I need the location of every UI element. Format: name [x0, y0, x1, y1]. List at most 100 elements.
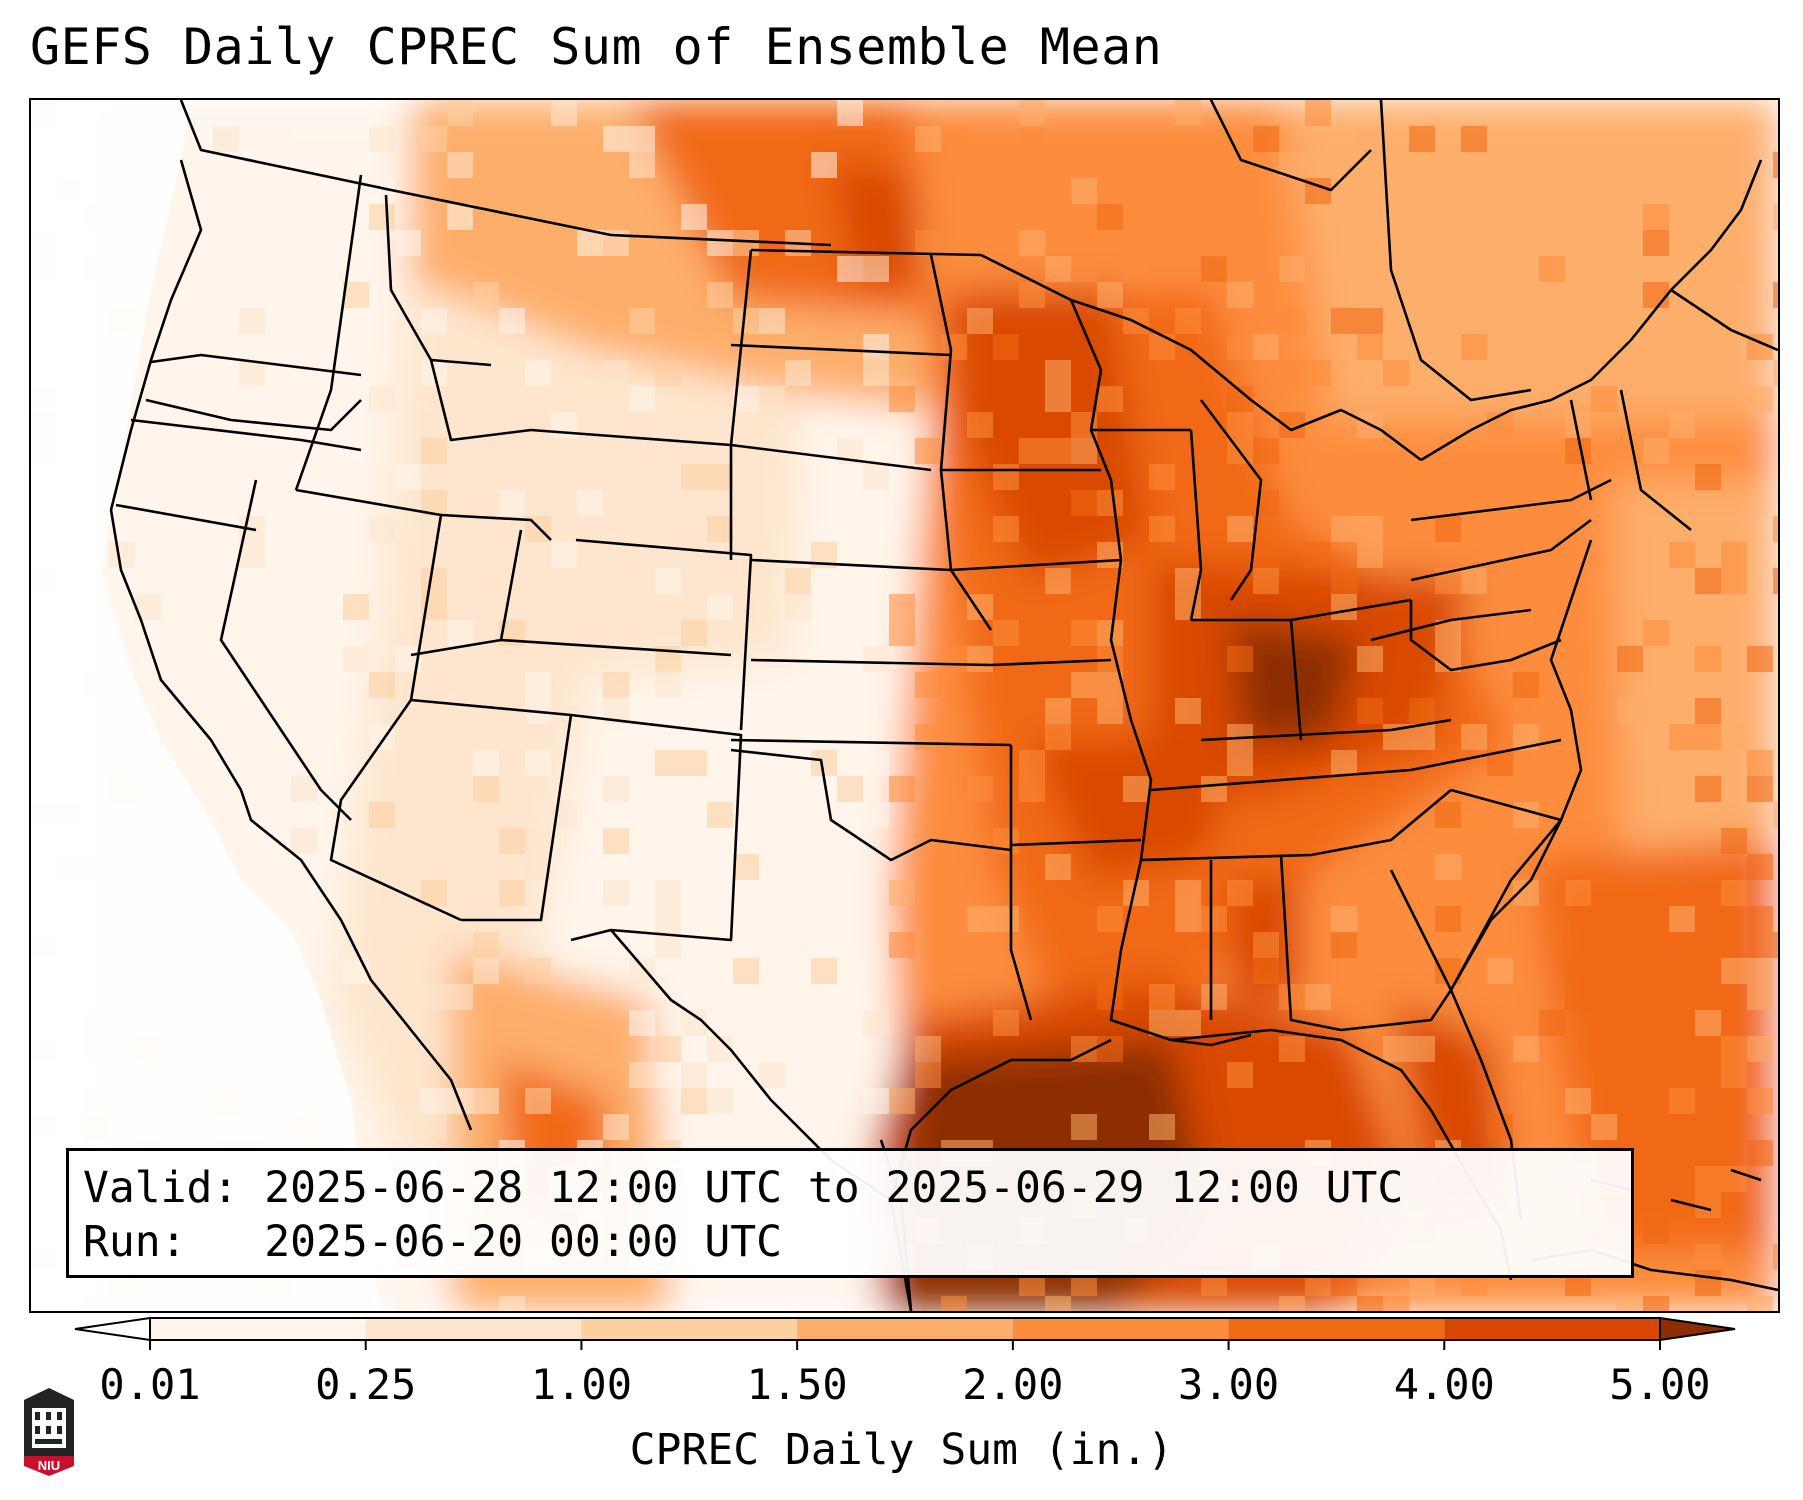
grid-cell — [1539, 1010, 1565, 1036]
grid-cell — [369, 386, 395, 412]
grid-cell — [681, 464, 707, 490]
grid-cell — [1045, 386, 1071, 412]
grid-cell — [1071, 1114, 1097, 1140]
grid-cell — [1409, 698, 1435, 724]
grid-cell — [1591, 1036, 1617, 1062]
grid-cell — [1331, 516, 1357, 542]
grid-cell — [1201, 776, 1227, 802]
grid-cell — [1331, 750, 1357, 776]
grid-cell — [1253, 958, 1279, 984]
grid-cell — [1669, 1088, 1695, 1114]
grid-cell — [837, 100, 863, 126]
grid-cell — [1123, 256, 1149, 282]
grid-cell — [629, 958, 655, 984]
colorbar-segment — [797, 1318, 1013, 1340]
valid-run-info-box: Valid: 2025-06-28 12:00 UTC to 2025-06-2… — [66, 1148, 1634, 1278]
grid-cell — [785, 360, 811, 386]
grid-cell — [1513, 1036, 1539, 1062]
grid-cell — [707, 230, 733, 256]
grid-cell — [1617, 646, 1643, 672]
grid-cell — [1461, 126, 1487, 152]
grid-cell — [499, 1296, 525, 1311]
grid-cell — [1435, 490, 1461, 516]
grid-cell — [1773, 1244, 1778, 1270]
grid-cell — [1279, 308, 1305, 334]
grid-cell — [889, 620, 915, 646]
grid-cell — [1695, 1010, 1721, 1036]
grid-cell — [343, 282, 369, 308]
grid-cell — [1331, 594, 1357, 620]
grid-cell — [1643, 204, 1669, 230]
grid-cell — [1565, 984, 1591, 1010]
grid-cell — [1071, 178, 1097, 204]
grid-cell — [239, 646, 265, 672]
grid-cell — [1383, 906, 1409, 932]
grid-cell — [1721, 1036, 1747, 1062]
grid-cell — [1747, 1140, 1773, 1166]
grid-cell — [1175, 880, 1201, 906]
grid-cell — [421, 1114, 447, 1140]
grid-cell — [1175, 308, 1201, 334]
grid-cell — [1747, 932, 1773, 958]
grid-cell — [941, 1296, 967, 1311]
grid-cell — [1669, 542, 1695, 568]
grid-cell — [1773, 152, 1778, 178]
grid-cell — [1383, 1296, 1409, 1311]
grid-cell — [785, 594, 811, 620]
grid-cell — [837, 256, 863, 282]
grid-cell — [577, 230, 603, 256]
grid-cell — [1045, 724, 1071, 750]
grid-cell — [1227, 1062, 1253, 1088]
grid-cell — [1045, 256, 1071, 282]
grid-cell — [785, 750, 811, 776]
grid-cell — [1435, 516, 1461, 542]
grid-cell — [1565, 880, 1591, 906]
grid-cell — [1201, 256, 1227, 282]
grid-cell — [1773, 802, 1778, 828]
grid-cell — [1071, 438, 1097, 464]
grid-cell — [1695, 1036, 1721, 1062]
grid-cell — [1019, 152, 1045, 178]
grid-cell — [889, 1088, 915, 1114]
grid-cell — [1747, 1088, 1773, 1114]
grid-cell — [1669, 412, 1695, 438]
grid-cell — [187, 412, 213, 438]
boundaries — [109, 100, 1778, 1311]
grid-cell — [551, 542, 577, 568]
grid-cell — [941, 334, 967, 360]
grid-cell — [629, 152, 655, 178]
grid-cell — [1695, 724, 1721, 750]
grid-cell — [1695, 1166, 1721, 1192]
grid-cell — [1721, 880, 1747, 906]
grid-cell — [1175, 594, 1201, 620]
grid-cell — [525, 828, 551, 854]
grid-cell — [915, 724, 941, 750]
grid-cell — [1253, 542, 1279, 568]
niu-logo: NIU — [24, 1388, 74, 1476]
grid-cell — [629, 308, 655, 334]
grid-cell — [1331, 308, 1357, 334]
grid-cell — [473, 282, 499, 308]
grid-cell — [1357, 542, 1383, 568]
grid-cell — [655, 906, 681, 932]
grid-cell — [369, 802, 395, 828]
grid-cell — [239, 464, 265, 490]
grid-cell — [317, 178, 343, 204]
grid-cell — [1721, 828, 1747, 854]
grid-cell — [421, 308, 447, 334]
map-panel — [29, 98, 1780, 1313]
grid-cell — [889, 386, 915, 412]
grid-cell — [1669, 308, 1695, 334]
grid-cell — [473, 776, 499, 802]
grid-cell — [239, 204, 265, 230]
grid-cell — [1175, 1010, 1201, 1036]
grid-cell — [1773, 516, 1778, 542]
colorbar-tick-label: 1.50 — [746, 1360, 848, 1409]
grid-cell — [1539, 334, 1565, 360]
grid-cell — [369, 516, 395, 542]
colorbar-segment — [581, 1318, 798, 1340]
grid-cell — [1357, 516, 1383, 542]
grid-cell — [369, 204, 395, 230]
grid-cell — [993, 516, 1019, 542]
grid-cell — [1695, 1270, 1721, 1296]
